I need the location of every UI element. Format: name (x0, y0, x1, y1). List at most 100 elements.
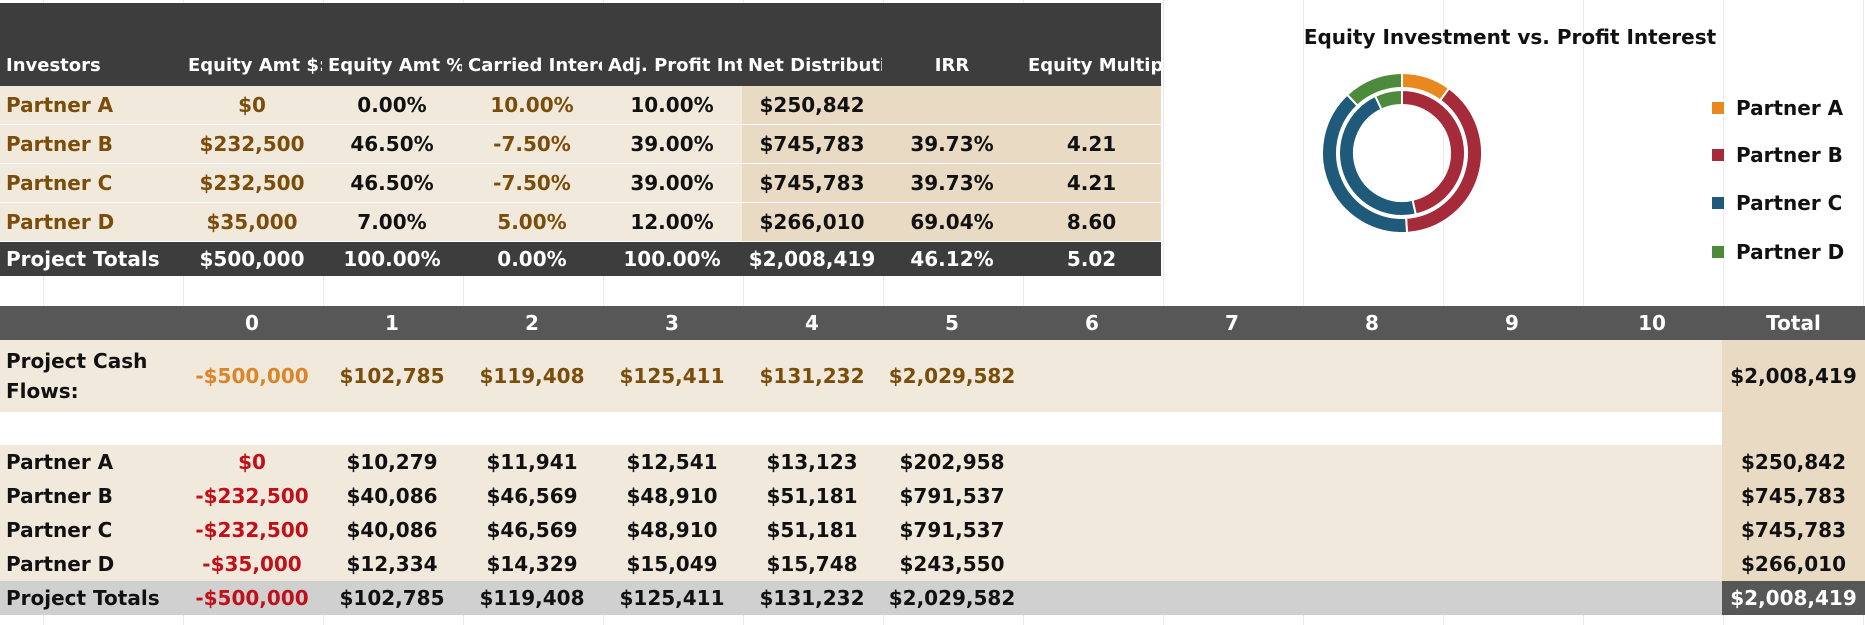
total-net[interactable]: $2,008,419 (742, 241, 882, 276)
cash-flow-cell[interactable]: $40,086 (322, 479, 462, 513)
cash-flow-cell[interactable]: -$232,500 (182, 479, 322, 513)
cash-flow-cell[interactable]: $13,123 (742, 445, 882, 479)
adj-profit[interactable]: 39.00% (602, 124, 742, 164)
cash-flow-cell[interactable]: $46,569 (462, 479, 602, 513)
cash-flow-cell[interactable]: $102,785 (322, 581, 462, 615)
irr[interactable] (882, 86, 1022, 125)
cash-flow-cell[interactable]: $10,279 (322, 445, 462, 479)
cash-flow-cell[interactable]: $102,785 (322, 340, 462, 412)
partner-name[interactable]: Partner C (0, 513, 182, 547)
cash-flow-cell[interactable]: $202,958 (882, 445, 1022, 479)
cash-flow-cell[interactable]: $119,408 (462, 581, 602, 615)
cash-flow-cell[interactable]: $125,411 (602, 581, 742, 615)
header-net-distribution: Net Distribution (742, 3, 882, 86)
irr[interactable]: 39.73% (882, 163, 1022, 203)
header-equity-pct: Equity Amt %: (322, 3, 462, 86)
cash-flow-cell[interactable] (1582, 340, 1722, 412)
total-carried[interactable]: 0.00% (462, 241, 602, 276)
total-equity-amt[interactable]: $500,000 (182, 241, 322, 276)
cash-flow-cell[interactable]: $125,411 (602, 340, 742, 412)
irr[interactable]: 39.73% (882, 124, 1022, 164)
equity-pct[interactable]: 46.50% (322, 124, 462, 164)
net-distribution[interactable]: $745,783 (742, 163, 882, 203)
cash-flow-cell[interactable]: $15,049 (602, 547, 742, 581)
carried-interest[interactable]: -7.50% (462, 163, 602, 203)
equity-multiple[interactable]: 4.21 (1022, 163, 1161, 203)
cash-flow-cell[interactable]: $791,537 (882, 479, 1022, 513)
adj-profit[interactable]: 10.00% (602, 86, 742, 125)
total-adj-profit[interactable]: 100.00% (602, 241, 742, 276)
net-distribution[interactable]: $250,842 (742, 86, 882, 125)
adj-profit[interactable]: 39.00% (602, 163, 742, 203)
cash-flow-cell[interactable]: $2,029,582 (882, 581, 1022, 615)
cash-flow-cell[interactable]: -$232,500 (182, 513, 322, 547)
cash-flow-cell[interactable]: $51,181 (742, 479, 882, 513)
investor-name[interactable]: Partner D (0, 202, 182, 242)
cash-flow-cell[interactable]: $0 (182, 445, 322, 479)
cash-flow-cell[interactable]: $12,541 (602, 445, 742, 479)
cash-flow-total[interactable]: $2,008,419 (1722, 340, 1865, 412)
cash-flow-cell[interactable]: $11,941 (462, 445, 602, 479)
total-equity-pct[interactable]: 100.00% (322, 241, 462, 276)
cash-flow-cell[interactable]: $46,569 (462, 513, 602, 547)
equity-pct[interactable]: 7.00% (322, 202, 462, 242)
cash-flow-cell[interactable]: $15,748 (742, 547, 882, 581)
cash-flow-total[interactable]: $266,010 (1722, 547, 1865, 581)
cash-flow-total[interactable]: $2,008,419 (1722, 581, 1865, 615)
irr[interactable]: 69.04% (882, 202, 1022, 242)
cash-flow-cell[interactable]: $131,232 (742, 581, 882, 615)
cash-flow-cell[interactable]: $48,910 (602, 513, 742, 547)
cash-flow-total[interactable]: $745,783 (1722, 479, 1865, 513)
equity-multiple[interactable]: 8.60 (1022, 202, 1161, 242)
cash-flow-cell[interactable]: $791,537 (882, 513, 1022, 547)
equity-amt[interactable]: $35,000 (182, 202, 322, 242)
cash-flow-cell[interactable]: -$500,000 (182, 581, 322, 615)
equity-amt[interactable]: $0 (182, 86, 322, 125)
total-irr[interactable]: 46.12% (882, 241, 1022, 276)
cash-flow-cell[interactable]: -$35,000 (182, 547, 322, 581)
cash-flow-cell[interactable]: $12,334 (322, 547, 462, 581)
equity-amt[interactable]: $232,500 (182, 163, 322, 203)
net-distribution[interactable]: $266,010 (742, 202, 882, 242)
cash-flow-cell[interactable]: $14,329 (462, 547, 602, 581)
cash-flow-total[interactable]: $745,783 (1722, 513, 1865, 547)
cash-flow-cell[interactable]: $2,029,582 (882, 340, 1022, 412)
cash-flow-cell[interactable]: $131,232 (742, 340, 882, 412)
header-equity-multiple: Equity Multiple (1022, 3, 1161, 86)
table-row: Partner D -$35,000 $12,334 $14,329 $15,0… (0, 547, 1865, 581)
partner-name[interactable]: Partner A (0, 445, 182, 479)
cash-flow-cell[interactable] (1442, 340, 1582, 412)
partner-name[interactable]: Partner D (0, 547, 182, 581)
cash-flow-cell[interactable]: $243,550 (882, 547, 1022, 581)
table-row: Partner B $232,500 46.50% -7.50% 39.00% … (0, 124, 1161, 164)
cash-flow-cell[interactable]: $119,408 (462, 340, 602, 412)
cash-flow-cell[interactable]: $51,181 (742, 513, 882, 547)
carried-interest[interactable]: 10.00% (462, 86, 602, 125)
cash-flow-cell[interactable] (1302, 340, 1442, 412)
cash-flow-cell[interactable]: $48,910 (602, 479, 742, 513)
project-cash-flows-label[interactable]: Project Cash Flows: (0, 340, 182, 412)
doughnut-slice-outer-partner-d[interactable] (1345, 71, 1403, 108)
partner-name[interactable]: Partner B (0, 479, 182, 513)
investor-name[interactable]: Partner C (0, 163, 182, 203)
equity-multiple[interactable]: 4.21 (1022, 124, 1161, 164)
doughnut-slice-inner-partner-d[interactable] (1373, 88, 1403, 111)
cash-flow-total[interactable]: $250,842 (1722, 445, 1865, 479)
carried-interest[interactable]: -7.50% (462, 124, 602, 164)
cash-flow-cell[interactable] (1022, 340, 1162, 412)
equity-pct[interactable]: 0.00% (322, 86, 462, 125)
equity-multiple[interactable] (1022, 86, 1161, 125)
net-distribution[interactable]: $745,783 (742, 124, 882, 164)
cash-flow-cell[interactable] (1162, 340, 1302, 412)
totals-label[interactable]: Project Totals (0, 581, 182, 615)
adj-profit[interactable]: 12.00% (602, 202, 742, 242)
equity-pct[interactable]: 46.50% (322, 163, 462, 203)
investor-name[interactable]: Partner A (0, 86, 182, 125)
equity-amt[interactable]: $232,500 (182, 124, 322, 164)
totals-label[interactable]: Project Totals (0, 241, 182, 276)
carried-interest[interactable]: 5.00% (462, 202, 602, 242)
cash-flow-cell[interactable]: -$500,000 (182, 340, 322, 412)
cash-flow-cell[interactable]: $40,086 (322, 513, 462, 547)
investor-name[interactable]: Partner B (0, 124, 182, 164)
total-multiple[interactable]: 5.02 (1022, 241, 1161, 276)
